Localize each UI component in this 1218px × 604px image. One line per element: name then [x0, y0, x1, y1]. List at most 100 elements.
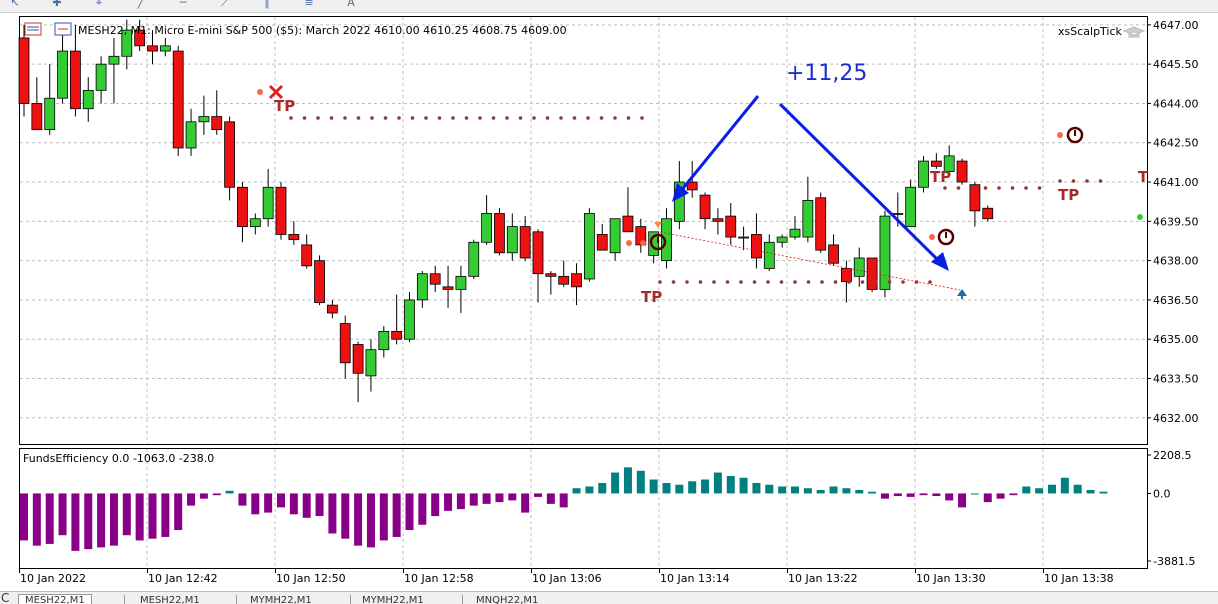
histogram-bar [521, 493, 530, 513]
tp-dot [766, 280, 770, 284]
cross-icon[interactable]: ✚ [52, 0, 62, 9]
histogram-bar [1099, 491, 1108, 494]
tp-dot [302, 116, 307, 120]
tp-dot [397, 116, 401, 120]
tp-dot [847, 280, 851, 284]
candle-body [159, 45, 171, 52]
candle-body [969, 184, 981, 212]
tab-mymh22-m1[interactable]: MYMH22,M1 [250, 595, 312, 604]
candle [571, 263, 582, 306]
candle-body [455, 275, 467, 290]
histogram-bar [20, 493, 28, 541]
histogram-bar [379, 493, 388, 541]
candle-body [673, 181, 685, 222]
price-axis: 4647.00 4645.50 4644.00 4642.50 4641.00 4639.… [1147, 19, 1199, 425]
histogram-bar [199, 493, 208, 499]
left-tab-letter[interactable]: C [1, 591, 10, 604]
histogram-bar [187, 493, 196, 506]
candle-body [776, 236, 788, 243]
histogram-bar [945, 493, 954, 501]
histogram-bar [32, 493, 41, 546]
candle [532, 229, 544, 303]
histogram-bar [791, 486, 799, 494]
histogram-bar [675, 484, 684, 494]
fibo-icon[interactable]: ≡ [304, 0, 314, 9]
candle-body [699, 194, 711, 220]
tab-mesh22-m1[interactable]: MESH22,M1 [18, 594, 92, 604]
power-icon [937, 228, 955, 246]
signal-dot [640, 240, 646, 246]
candle-body [930, 160, 942, 167]
tp-dot [1024, 186, 1028, 190]
annotation-arrowhead [931, 252, 949, 271]
histogram-bar [649, 479, 658, 494]
candle-body [571, 273, 582, 288]
time-tick-label: 10 Jan 2022 [20, 572, 86, 585]
histogram-bar [1022, 486, 1031, 494]
tab-mnqh22-m1[interactable]: MNQH22,M1 [476, 595, 539, 604]
tab-separator [462, 595, 463, 604]
crosshair-icon[interactable]: ⌖ [95, 0, 103, 9]
tp-dot [928, 280, 932, 284]
candle [224, 116, 236, 201]
tp-dot [586, 116, 590, 120]
histogram-bar [264, 493, 273, 513]
histogram-bar [1073, 484, 1082, 494]
tp-dot [1010, 186, 1015, 190]
histogram-bar [816, 489, 825, 494]
price-tick-label: 4645.50 [1153, 58, 1199, 71]
candle [31, 77, 43, 131]
tab-mymh22-m1-2[interactable]: MYMH22,M1 [362, 595, 424, 604]
line-icon[interactable]: ╱ [137, 0, 145, 9]
candle-body [172, 50, 184, 149]
indicator-label: xsScalpTick [1058, 25, 1146, 38]
candle-body [584, 213, 595, 280]
tp-dot [329, 116, 334, 120]
channel-icon[interactable]: ∥ [264, 0, 270, 9]
candle [738, 226, 749, 251]
tab-mesh22-m1-2[interactable]: MESH22,M1 [140, 595, 200, 604]
tab-separator [236, 595, 237, 604]
candle [519, 216, 531, 261]
histogram-bar [906, 493, 915, 497]
candle [584, 208, 595, 282]
candle [686, 161, 698, 198]
tp-dot [820, 280, 824, 284]
tp-dot [1085, 179, 1089, 183]
histogram-bar [469, 493, 478, 506]
tp-dot [464, 116, 469, 120]
tp-dot [887, 280, 892, 284]
price-tick-label: 4632.00 [1153, 412, 1199, 425]
chart-canvas[interactable]: 4647.00 4645.50 4644.00 4642.50 4641.00 4639.… [0, 0, 1218, 591]
candle-body [18, 37, 30, 104]
histogram-bar [1048, 484, 1056, 494]
text-icon[interactable]: A [347, 0, 355, 9]
histogram-bar [71, 493, 80, 551]
hline-icon[interactable]: ─ [179, 0, 187, 9]
arrow-up-icon [957, 289, 967, 299]
tp-dot [1058, 179, 1062, 183]
candle [776, 234, 788, 248]
time-tick-label: 10 Jan 13:38 [1044, 572, 1114, 585]
price-tick-label: 4642.50 [1153, 137, 1199, 150]
candle-body [44, 97, 56, 131]
tp-dot [343, 116, 347, 120]
tp-dot [410, 116, 415, 120]
candle-body [943, 155, 955, 172]
tp-dot [626, 116, 631, 120]
signal-dot [929, 234, 935, 240]
arrow-icon[interactable]: ↖ [10, 0, 20, 9]
candle [416, 271, 428, 308]
histogram-bar [225, 490, 234, 494]
signal-dot [257, 89, 263, 95]
tp-dot [779, 280, 784, 284]
power-icon-ring [1066, 126, 1084, 144]
candle [288, 221, 300, 245]
symbol-info: MESH22, M1: Micro E-mini S&P 500 ($5): M… [78, 24, 567, 37]
tp-dot [1098, 179, 1103, 183]
trend-icon[interactable]: ⟋ [221, 0, 229, 9]
tp-dot [1037, 186, 1042, 190]
time-tick-label: 10 Jan 12:42 [148, 572, 218, 585]
sub-tick-label: -3881.5 [1153, 555, 1195, 568]
histogram-bar [495, 493, 504, 503]
